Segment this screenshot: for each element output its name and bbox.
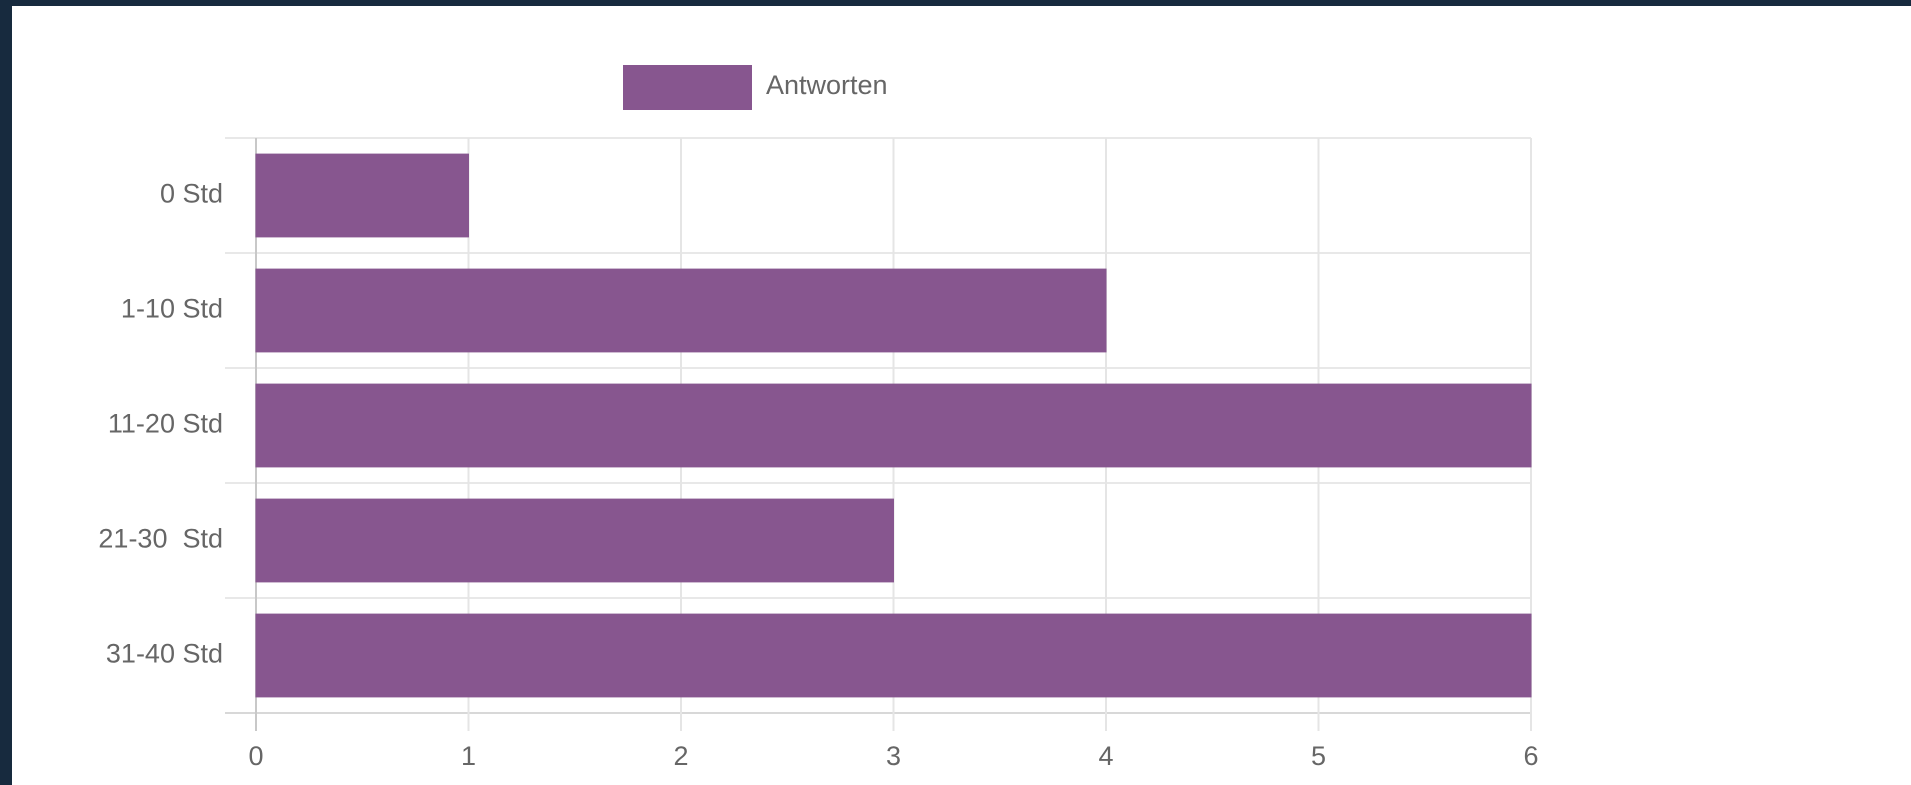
x-tick-label: 5: [1311, 741, 1326, 771]
y-tick-label: 1-10 Std: [121, 294, 223, 324]
x-tick-label: 2: [673, 741, 688, 771]
y-tick-label: 21-30 Std: [98, 524, 223, 554]
y-tick-label: 31-40 Std: [106, 639, 223, 669]
x-tick-label: 4: [1098, 741, 1113, 771]
legend-swatch: [623, 65, 752, 110]
x-tick-label: 1: [461, 741, 476, 771]
bar: [255, 268, 1107, 353]
bar: [255, 153, 469, 238]
y-tick-label: 11-20 Std: [108, 409, 223, 439]
bar: [255, 613, 1532, 698]
bar: [255, 383, 1532, 468]
x-tick-label: 3: [886, 741, 901, 771]
x-tick-label: 6: [1523, 741, 1538, 771]
legend-label: Antworten: [766, 70, 888, 100]
bar: [255, 498, 894, 583]
y-tick-label: 0 Std: [160, 179, 223, 209]
x-tick-label: 0: [248, 741, 263, 771]
